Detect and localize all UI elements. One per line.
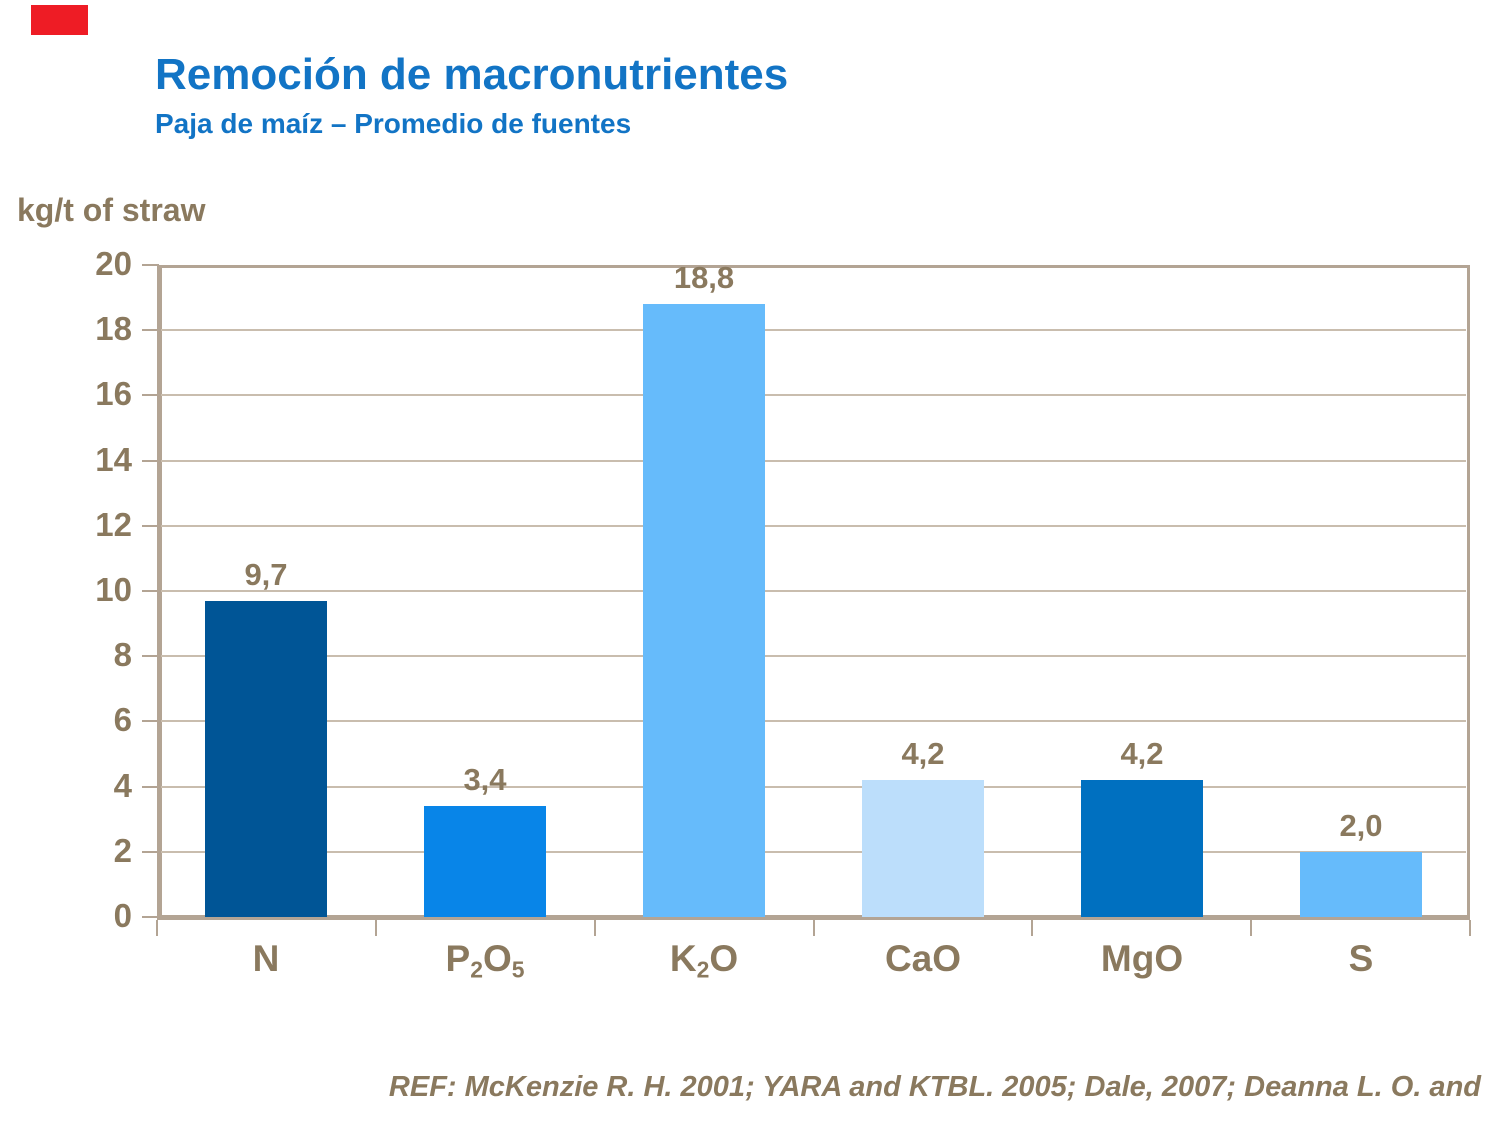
bar-CaO (862, 780, 984, 917)
label-text: CaO (884, 938, 962, 979)
y-axis-tick-label-6: 6 (113, 701, 132, 739)
subscript-text: 2 (470, 956, 483, 983)
x-axis-tick-6 (1469, 920, 1471, 936)
x-category-label-N: N (156, 938, 376, 980)
y-axis-tick-label-0: 0 (113, 897, 132, 934)
x-axis-tick-3 (813, 920, 815, 936)
gridline-4 (161, 785, 1466, 788)
y-axis-tick-10 (142, 590, 159, 592)
gridline-2 (161, 850, 1466, 853)
y-axis-tick-18 (142, 329, 159, 332)
red-flag-mark (31, 5, 88, 35)
bar-value-CaO: 4,2 (901, 736, 945, 771)
subscript-text: 2 (696, 956, 710, 983)
subscript-text: 5 (511, 956, 525, 983)
y-axis-tick-12 (142, 524, 159, 527)
y-axis-tick-label-18: 18 (95, 310, 132, 348)
label-text: K (669, 938, 697, 979)
x-category-label-K2O: K2O (594, 938, 814, 983)
page-subtitle: Paja de maíz – Promedio de fuentes (155, 108, 632, 139)
x-axis-tick-1 (375, 920, 377, 936)
reference-line-1: REF: McKenzie R. H. 2001; YARA and KTBL.… (388, 1071, 1481, 1103)
y-axis-tick-4 (142, 785, 159, 788)
label-text: MgO (1100, 938, 1184, 979)
bar-value-S: 2,0 (1339, 808, 1383, 843)
gridline-14 (161, 459, 1466, 462)
y-axis-tick-6 (142, 720, 159, 723)
y-axis-tick-2 (142, 850, 159, 853)
x-category-label-MgO: MgO (1032, 938, 1252, 980)
y-axis-tick-label-10: 10 (95, 571, 132, 608)
label-text: P (445, 938, 471, 979)
y-axis-tick-label-20: 20 (95, 245, 132, 282)
y-axis-tick-14 (142, 459, 159, 462)
x-category-label-S: S (1251, 938, 1471, 980)
y-axis-tick-label-8: 8 (113, 636, 132, 674)
x-axis-tick-2 (594, 920, 596, 936)
y-axis-tick-label-14: 14 (95, 440, 132, 478)
x-axis-tick-5 (1250, 920, 1252, 936)
x-axis-tick-4 (1031, 920, 1033, 936)
reference-footer: REF: McKenzie R. H. 2001; YARA and KTBL.… (161, 1030, 1481, 1125)
y-axis-tick-label-2: 2 (113, 831, 132, 869)
bar-MgO (1081, 780, 1203, 917)
y-axis-tick-label-12: 12 (95, 505, 132, 543)
bar-K2O (643, 304, 765, 917)
x-axis-tick-0 (156, 920, 158, 936)
y-axis-tick-16 (142, 394, 159, 397)
label-text: O (482, 938, 512, 979)
bar-value-MgO: 4,2 (1120, 736, 1164, 771)
bar-value-K2O: 18,8 (673, 260, 735, 295)
y-axis-tick-label-4: 4 (113, 766, 132, 804)
chart-plot-area (157, 265, 1470, 920)
x-category-label-P2O5: P2O5 (375, 938, 595, 983)
bar-N (205, 601, 327, 917)
bar-P2O5 (424, 806, 546, 917)
gridline-8 (161, 655, 1466, 658)
y-axis-title: kg/t of straw (17, 192, 206, 228)
gridline-6 (161, 720, 1466, 723)
label-text: O (709, 938, 739, 979)
gridline-10 (161, 590, 1466, 592)
page-title: Remoción de macronutrientes (155, 50, 789, 99)
y-axis-tick-20 (142, 264, 159, 266)
gridline-12 (161, 524, 1466, 527)
bar-S (1300, 852, 1422, 917)
y-axis-tick-0 (142, 916, 159, 918)
y-axis-tick-label-16: 16 (95, 375, 132, 413)
gridline-16 (161, 394, 1466, 397)
x-category-label-CaO: CaO (813, 938, 1033, 980)
label-text: N (252, 938, 280, 979)
bar-value-P2O5: 3,4 (463, 762, 507, 797)
bar-value-N: 9,7 (244, 557, 288, 592)
label-text: S (1348, 938, 1374, 979)
gridline-18 (161, 329, 1466, 332)
y-axis-tick-8 (142, 655, 159, 658)
